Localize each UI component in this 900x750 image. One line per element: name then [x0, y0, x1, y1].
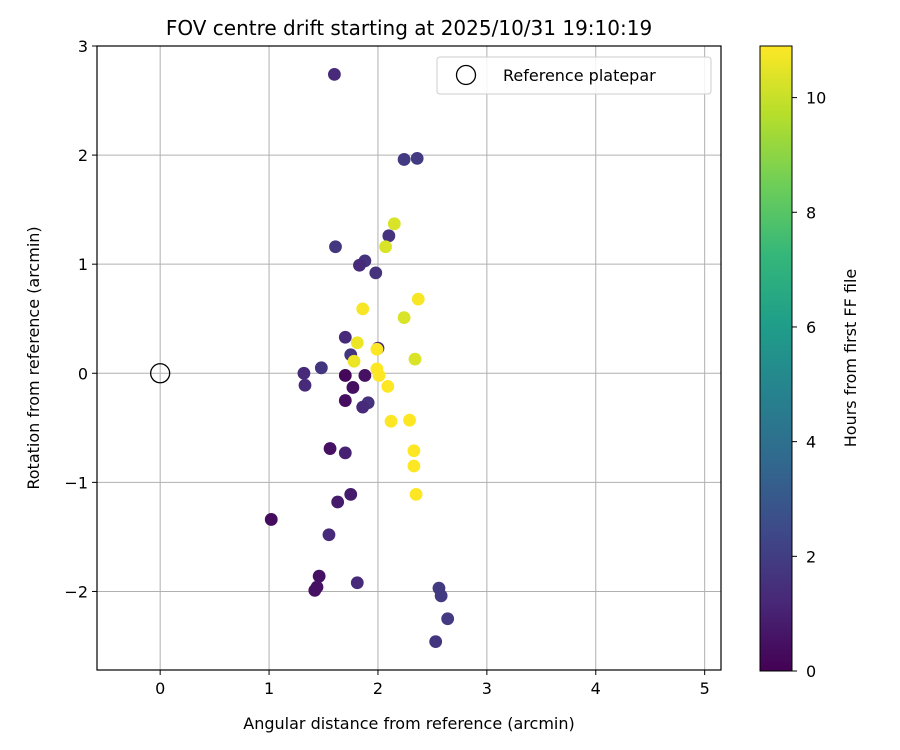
reference-point	[150, 363, 171, 384]
y-axis-label: Rotation from reference (arcmin)	[24, 226, 43, 489]
y-tick-label: −1	[64, 473, 88, 492]
y-tick-label: −2	[64, 582, 88, 601]
data-point	[331, 495, 345, 509]
chart-title: FOV centre drift starting at 2025/10/31 …	[166, 16, 652, 40]
data-point	[346, 381, 360, 394]
plot-frame	[96, 45, 722, 671]
data-point	[328, 67, 341, 81]
data-point	[329, 240, 342, 254]
data-point	[338, 330, 352, 344]
data-point	[370, 342, 384, 356]
data-point	[322, 528, 336, 542]
colorbar-frame	[759, 45, 793, 672]
data-point	[408, 352, 422, 366]
data-point	[338, 369, 352, 382]
colorbar-tick-label: 0	[806, 662, 816, 681]
colorbar-tick-label: 4	[806, 433, 816, 452]
y-tick-label: 1	[78, 255, 88, 274]
x-axis-label: Angular distance from reference (arcmin)	[243, 714, 574, 733]
colorbar-tick-label: 10	[806, 89, 826, 108]
x-tick-label: 5	[700, 679, 710, 698]
data-point	[312, 569, 326, 583]
data-point	[338, 446, 352, 460]
data-point	[264, 513, 278, 526]
data-point	[298, 378, 312, 392]
legend-label: Reference platepar	[503, 66, 656, 85]
data-point	[407, 444, 421, 458]
data-point	[429, 635, 443, 649]
legend: Reference platepar	[436, 56, 712, 95]
data-point	[356, 302, 370, 316]
data-point	[347, 354, 361, 368]
colorbar-label: Hours from first FF file	[841, 269, 860, 448]
data-point	[297, 366, 311, 380]
y-tick-label: 2	[78, 146, 88, 165]
x-tick-label: 3	[482, 679, 492, 698]
data-point	[411, 292, 425, 306]
data-point	[308, 583, 322, 597]
data-point	[434, 589, 448, 603]
x-tick-label: 4	[591, 679, 601, 698]
data-point	[387, 217, 401, 231]
x-tick-label: 0	[155, 679, 165, 698]
x-tick-label: 1	[264, 679, 274, 698]
data-point	[338, 394, 352, 407]
x-tick-label: 2	[373, 679, 383, 698]
colorbar: 0 2 4 6 8 10 Hours from first FF file	[759, 45, 860, 681]
data-points	[264, 67, 455, 649]
data-point	[323, 442, 337, 455]
y-axis-ticks: −2 −1 0 1 2 3	[64, 37, 97, 601]
legend-box	[436, 56, 712, 95]
data-point	[441, 612, 455, 626]
data-point	[410, 151, 424, 165]
colorbar-gradient	[760, 46, 792, 671]
data-point	[344, 487, 358, 501]
data-point	[369, 266, 383, 280]
data-point	[403, 413, 416, 427]
data-point	[409, 487, 423, 501]
data-point	[397, 311, 411, 325]
data-point	[379, 240, 392, 254]
data-point	[356, 400, 370, 414]
colorbar-tick-label: 2	[806, 547, 816, 566]
colorbar-tick-label: 6	[806, 318, 816, 337]
x-axis-ticks: 0 1 2 3 4 5	[155, 670, 710, 698]
data-point	[407, 459, 421, 473]
colorbar-ticks: 0 2 4 6 8 10	[792, 89, 826, 681]
y-tick-label: 0	[78, 364, 88, 383]
data-point	[350, 336, 364, 350]
data-point	[372, 369, 386, 382]
data-point	[314, 361, 328, 375]
data-point	[381, 379, 395, 393]
reference-marker	[150, 363, 171, 384]
data-point	[384, 414, 398, 428]
colorbar-tick-label: 8	[806, 203, 816, 222]
data-point	[397, 153, 411, 166]
data-point	[358, 369, 372, 382]
data-point	[350, 576, 364, 590]
data-point	[353, 258, 366, 272]
data-point	[382, 229, 396, 243]
y-tick-label: 3	[78, 37, 88, 56]
legend-marker	[455, 64, 477, 86]
